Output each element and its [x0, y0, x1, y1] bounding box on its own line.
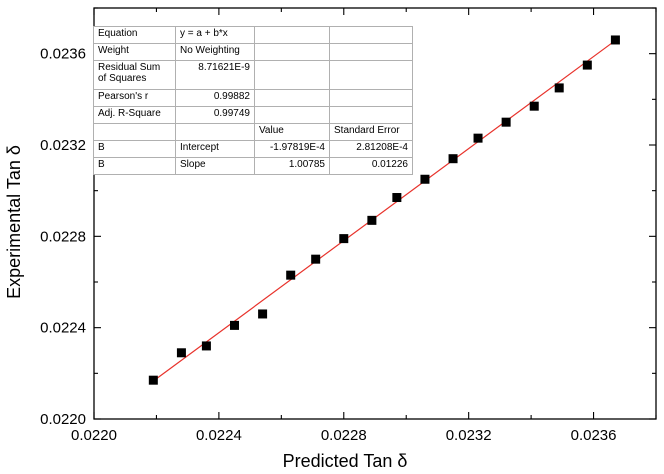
- data-point: [339, 234, 349, 244]
- empty-cell: [329, 43, 413, 61]
- table-row: Pearson's r 0.99882: [93, 89, 413, 107]
- value-header: Value: [254, 123, 330, 141]
- data-point: [230, 320, 239, 330]
- empty-cell: [254, 26, 330, 44]
- weight-value: No Weighting: [175, 43, 255, 61]
- param-cell: B: [93, 140, 176, 158]
- rss-label: Residual Sum of Squares: [93, 60, 176, 90]
- empty-cell: [254, 43, 330, 61]
- table-row: Equation y = a + b*x: [93, 26, 413, 44]
- table-row: Value Standard Error: [93, 123, 413, 141]
- x-tick-label: 0.0228: [321, 427, 367, 444]
- points-layer: [148, 35, 620, 385]
- x-tick-label: 0.0236: [571, 427, 617, 444]
- empty-cell: [254, 106, 330, 124]
- param-name-cell: Intercept: [175, 140, 255, 158]
- y-tick-label: 0.0232: [40, 137, 86, 154]
- data-point: [473, 133, 483, 143]
- pearson-label: Pearson's r: [93, 89, 176, 107]
- param-cell: B: [93, 157, 176, 175]
- data-point: [554, 83, 564, 93]
- empty-cell: [329, 89, 413, 107]
- empty-cell: [329, 60, 413, 90]
- tick-labels-layer: 0.0220 0.0224 0.0228 0.0232 0.0236 0.0220 0.02…: [40, 46, 616, 444]
- table-row: B Intercept -1.97819E-4 2.81208E-4: [93, 140, 413, 158]
- adj-r-square-label: Adj. R-Square: [93, 106, 176, 124]
- param-name-cell: Slope: [175, 157, 255, 175]
- param-value-cell: -1.97819E-4: [254, 140, 330, 158]
- data-point: [286, 270, 296, 280]
- empty-cell: [175, 123, 255, 141]
- data-point: [529, 101, 539, 111]
- table-row: Adj. R-Square 0.99749: [93, 106, 413, 124]
- data-point: [420, 174, 430, 184]
- data-point: [311, 254, 321, 264]
- x-tick-label: 0.0220: [71, 427, 117, 444]
- param-stderr-cell: 2.81208E-4: [329, 140, 413, 158]
- pearson-value: 0.99882: [175, 89, 255, 107]
- y-tick-label: 0.0236: [40, 46, 86, 63]
- data-point: [367, 215, 377, 225]
- data-point: [610, 35, 620, 45]
- data-point: [448, 154, 458, 164]
- x-tick-label: 0.0232: [446, 427, 492, 444]
- y-axis-title: Experimental Tan δ: [4, 145, 24, 299]
- empty-cell: [329, 106, 413, 124]
- data-point: [582, 60, 592, 70]
- data-point: [201, 341, 211, 351]
- equation-value: y = a + b*x: [175, 26, 255, 44]
- empty-cell: [254, 89, 330, 107]
- empty-cell: [329, 26, 413, 44]
- y-tick-label: 0.0220: [40, 411, 86, 428]
- data-point: [176, 348, 186, 358]
- data-point: [258, 309, 268, 319]
- x-axis-title: Predicted Tan δ: [283, 451, 408, 471]
- param-stderr-cell: 0.01226: [329, 157, 413, 175]
- empty-cell: [93, 123, 176, 141]
- y-tick-label: 0.0228: [40, 228, 86, 245]
- weight-label: Weight: [93, 43, 176, 61]
- table-row: Weight No Weighting: [93, 43, 413, 61]
- data-point: [148, 375, 158, 385]
- plot-frame: [93, 7, 657, 420]
- y-tick-label: 0.0224: [40, 320, 86, 337]
- equation-label: Equation: [93, 26, 176, 44]
- linear-fit-table: Equation y = a + b*x Weight No Weighting…: [93, 26, 413, 175]
- rss-value: 8.71621E-9: [175, 60, 255, 90]
- x-tick-label: 0.0224: [196, 427, 242, 444]
- table-row: B Slope 1.00785 0.01226: [93, 157, 413, 175]
- stderr-header: Standard Error: [329, 123, 413, 141]
- data-point: [501, 117, 511, 127]
- data-point: [392, 193, 402, 203]
- param-value-cell: 1.00785: [254, 157, 330, 175]
- table-row: Residual Sum of Squares 8.71621E-9: [93, 60, 413, 90]
- adj-r-square-value: 0.99749: [175, 106, 255, 124]
- empty-cell: [254, 60, 330, 90]
